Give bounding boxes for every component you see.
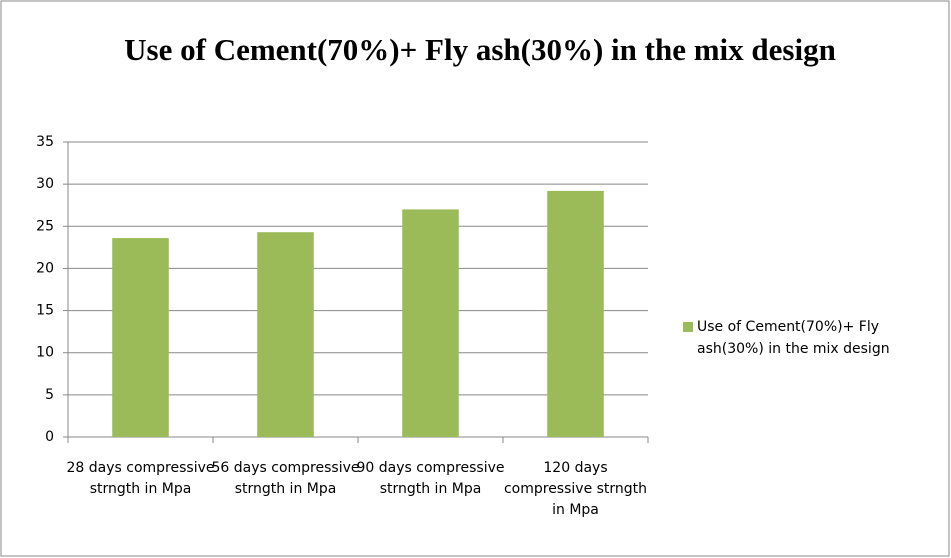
y-tick-label: 25 (36, 218, 54, 234)
bar (402, 209, 459, 437)
x-tick-label: 90 days compressive strngth in Mpa (356, 460, 505, 497)
y-tick-label: 15 (36, 303, 54, 319)
bar (547, 190, 604, 437)
bar (112, 238, 169, 437)
legend-swatch (683, 322, 693, 332)
x-tick-label: 28 days compressive strngth in Mpa (66, 460, 215, 497)
y-tick-label: 20 (36, 260, 54, 276)
y-tick-label: 0 (45, 429, 54, 445)
legend-label: Use of Cement(70%)+ Fly ash(30%) in the … (697, 319, 890, 357)
y-tick-label: 5 (45, 387, 54, 403)
x-tick-label: 120 days compressive strngth in Mpa (503, 460, 648, 518)
y-tick-label: 10 (36, 345, 54, 361)
chart-title: Use of Cement(70%)+ Fly ash(30%) in the … (124, 32, 836, 67)
y-tick-label: 30 (36, 176, 54, 192)
x-tick-label: 56 days compressive strngth in Mpa (211, 460, 360, 497)
bar (257, 232, 314, 437)
y-tick-label: 35 (36, 134, 54, 150)
